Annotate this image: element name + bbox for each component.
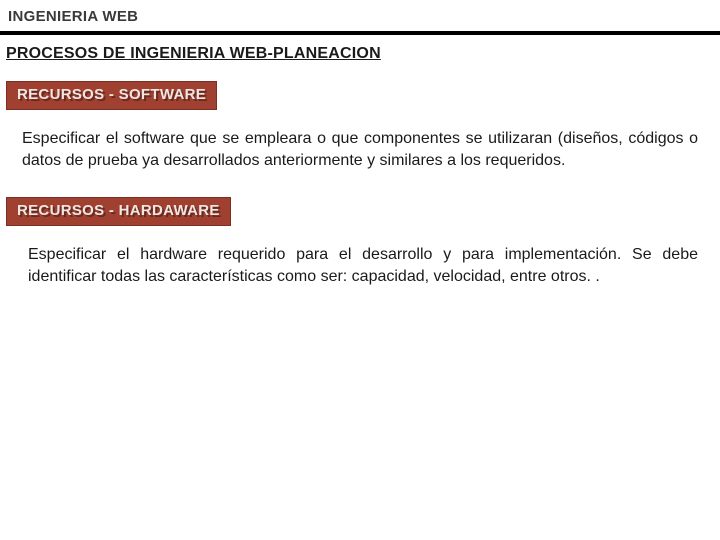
page-header-title: INGENIERIA WEB <box>0 8 720 31</box>
section-label-box: RECURSOS - SOFTWARE <box>6 81 217 110</box>
section-body-hardware: Especificar el hardware requerido para e… <box>0 226 720 287</box>
section-label-box: RECURSOS - HARDAWARE <box>6 197 231 226</box>
page-subtitle: PROCESOS DE INGENIERIA WEB-PLANEACION <box>0 35 720 63</box>
section-label-text: RECURSOS - SOFTWARE <box>17 86 206 103</box>
section-label-software: RECURSOS - SOFTWARE <box>6 81 720 110</box>
slide-page: INGENIERIA WEB PROCESOS DE INGENIERIA WE… <box>0 0 720 540</box>
section-label-hardware: RECURSOS - HARDAWARE <box>6 197 720 226</box>
section-body-software: Especificar el software que se empleara … <box>0 110 720 171</box>
section-label-text: RECURSOS - HARDAWARE <box>17 202 220 219</box>
